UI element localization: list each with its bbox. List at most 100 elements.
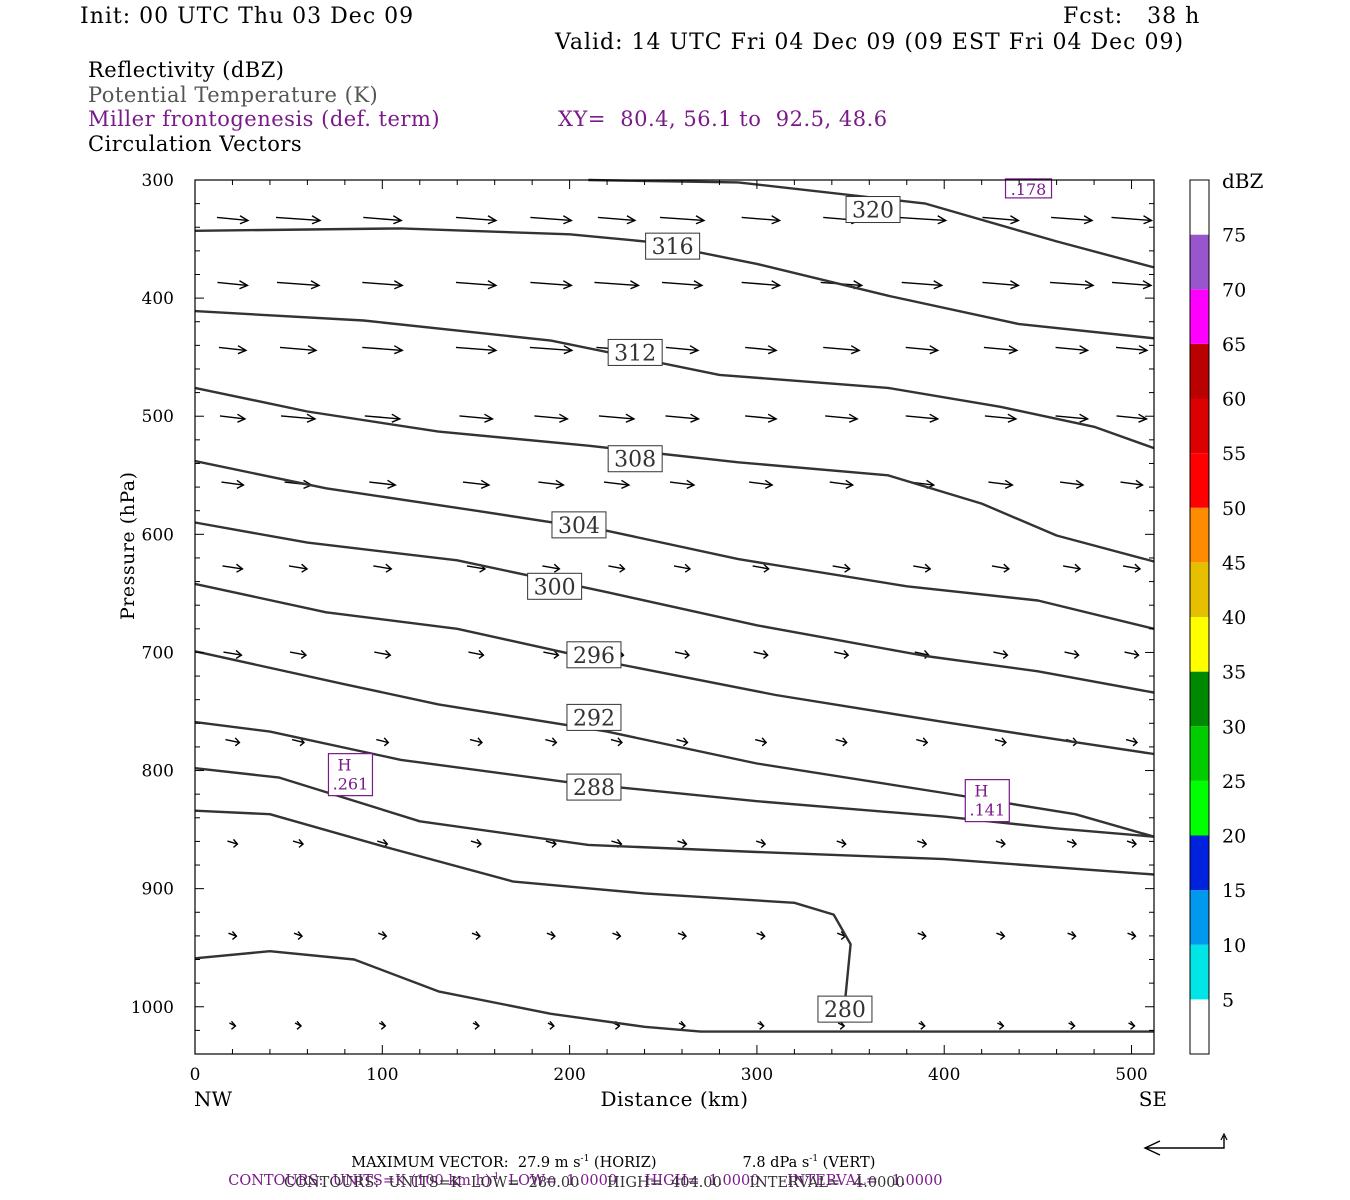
circulation-vector [678, 1020, 686, 1030]
vector-shaft [462, 481, 490, 486]
circulation-vector [603, 479, 631, 489]
circulation-vector [745, 345, 778, 355]
y-tick-label: 800 [142, 762, 174, 782]
frontogenesis-box [964, 779, 1010, 823]
max-vector-horiz: MAXIMUM VECTOR: 27.9 m s [351, 1154, 581, 1171]
y-axis-label: Pressure (hPa) [117, 471, 139, 620]
circulation-vector [982, 215, 1020, 225]
colorbar-swatch [1190, 343, 1209, 399]
isentrope-label-box [566, 773, 622, 801]
vector-head [1075, 479, 1085, 489]
circulation-vector [659, 215, 706, 225]
isentrope-line [588, 178, 1155, 269]
vector-head [237, 413, 247, 423]
vector-head [842, 737, 848, 747]
vector-head [682, 737, 689, 747]
colorbar-level-label: 30 [1222, 716, 1246, 738]
circulation-vector [905, 413, 940, 423]
circulation-vector [472, 1020, 480, 1030]
vector-head [474, 1020, 480, 1030]
circulation-vector [837, 1020, 846, 1030]
frnt-units: CONTOURS: UNITS=K (100 km h) [228, 1172, 491, 1189]
vector-shaft [275, 216, 321, 222]
vector-head [1004, 479, 1014, 489]
circulation-vector [756, 931, 766, 941]
vector-head [626, 215, 637, 225]
vector-shaft [676, 738, 688, 744]
circulation-vector [1111, 280, 1153, 290]
vector-shaft [217, 281, 248, 287]
vector-head [689, 345, 700, 355]
vector-shaft [1115, 346, 1148, 352]
vector-shaft [364, 415, 400, 420]
colorbar-level-label: 65 [1222, 334, 1246, 356]
vector-shaft [597, 216, 635, 222]
circulation-vector [829, 479, 855, 489]
circulation-vector [459, 413, 495, 423]
vector-shaft [227, 840, 238, 845]
vector-head [487, 345, 498, 355]
circulation-vector [1068, 1020, 1076, 1030]
isentrope-label: 280 [817, 995, 873, 1023]
y-tick-label: 700 [142, 643, 174, 663]
vector-shaft [988, 481, 1013, 486]
vector-shaft [745, 346, 777, 352]
vector-shaft [984, 415, 1016, 420]
vector-head [998, 1020, 1005, 1030]
x-axis-label: Distance (km) [600, 1087, 748, 1111]
colorbar-swatch [1190, 835, 1209, 891]
vector-head [999, 931, 1006, 941]
vector-head [929, 345, 940, 355]
vector-shaft [376, 738, 389, 744]
vector-head [1010, 280, 1020, 290]
isentrope-line [194, 650, 1155, 838]
vector-head [393, 280, 404, 290]
vector-head [1084, 280, 1095, 290]
vector-head [1130, 931, 1137, 941]
forecast-hour: Fcst: 38 h [1063, 4, 1201, 29]
vector-shaft [1124, 651, 1139, 656]
vector-head [760, 931, 766, 941]
vector-head [681, 838, 688, 848]
circulation-vector [1062, 563, 1082, 573]
circulation-vector [897, 215, 948, 225]
colorbar-level-label: 15 [1222, 880, 1246, 902]
vector-shaft [741, 281, 780, 287]
vector-shaft [469, 738, 483, 744]
circulation-vector [834, 649, 850, 659]
sup-1: -1 [580, 1154, 590, 1164]
vector-head [767, 345, 778, 355]
vector-shaft [222, 565, 243, 570]
frnt-range: LOW= 1.0000 HIGH= 1.0000 INTERVAL= 1.000… [499, 1172, 943, 1189]
colorbar-level-label: 55 [1222, 443, 1246, 465]
vector-shaft [291, 738, 305, 744]
vector-shaft [982, 281, 1019, 287]
vector-shaft [608, 565, 625, 570]
frontogenesis-maximum: H.261 [327, 753, 374, 797]
circulation-vector [455, 345, 498, 355]
vector-shaft [995, 840, 1006, 845]
vector-shaft [363, 216, 402, 222]
vector-shaft [1111, 216, 1152, 222]
init-time: Init: 00 UTC Thu 03 Dec 09 [80, 4, 415, 29]
x-tick-label: 100 [366, 1065, 398, 1085]
colorbar-swatch [1190, 726, 1209, 781]
circulation-vector [373, 563, 393, 573]
circulation-vector [598, 413, 636, 423]
colorbar-level-label: 35 [1222, 662, 1246, 684]
colorbar-swatch [1190, 562, 1209, 617]
circulation-vector [823, 345, 861, 355]
circulation-vector [988, 479, 1014, 489]
vector-shaft [741, 216, 780, 222]
vector-head [693, 280, 704, 290]
vector-head [619, 563, 626, 573]
colorbar-level-label: 40 [1222, 607, 1246, 629]
frontogenesis-box [1004, 178, 1053, 199]
y-tick-label: 300 [142, 171, 174, 191]
vector-head [630, 280, 641, 290]
colorbar-swatch [1190, 507, 1209, 563]
vector-head [381, 931, 388, 941]
circulation-vector [378, 1020, 387, 1030]
vector-head [922, 737, 929, 747]
vector-head [1142, 280, 1153, 290]
